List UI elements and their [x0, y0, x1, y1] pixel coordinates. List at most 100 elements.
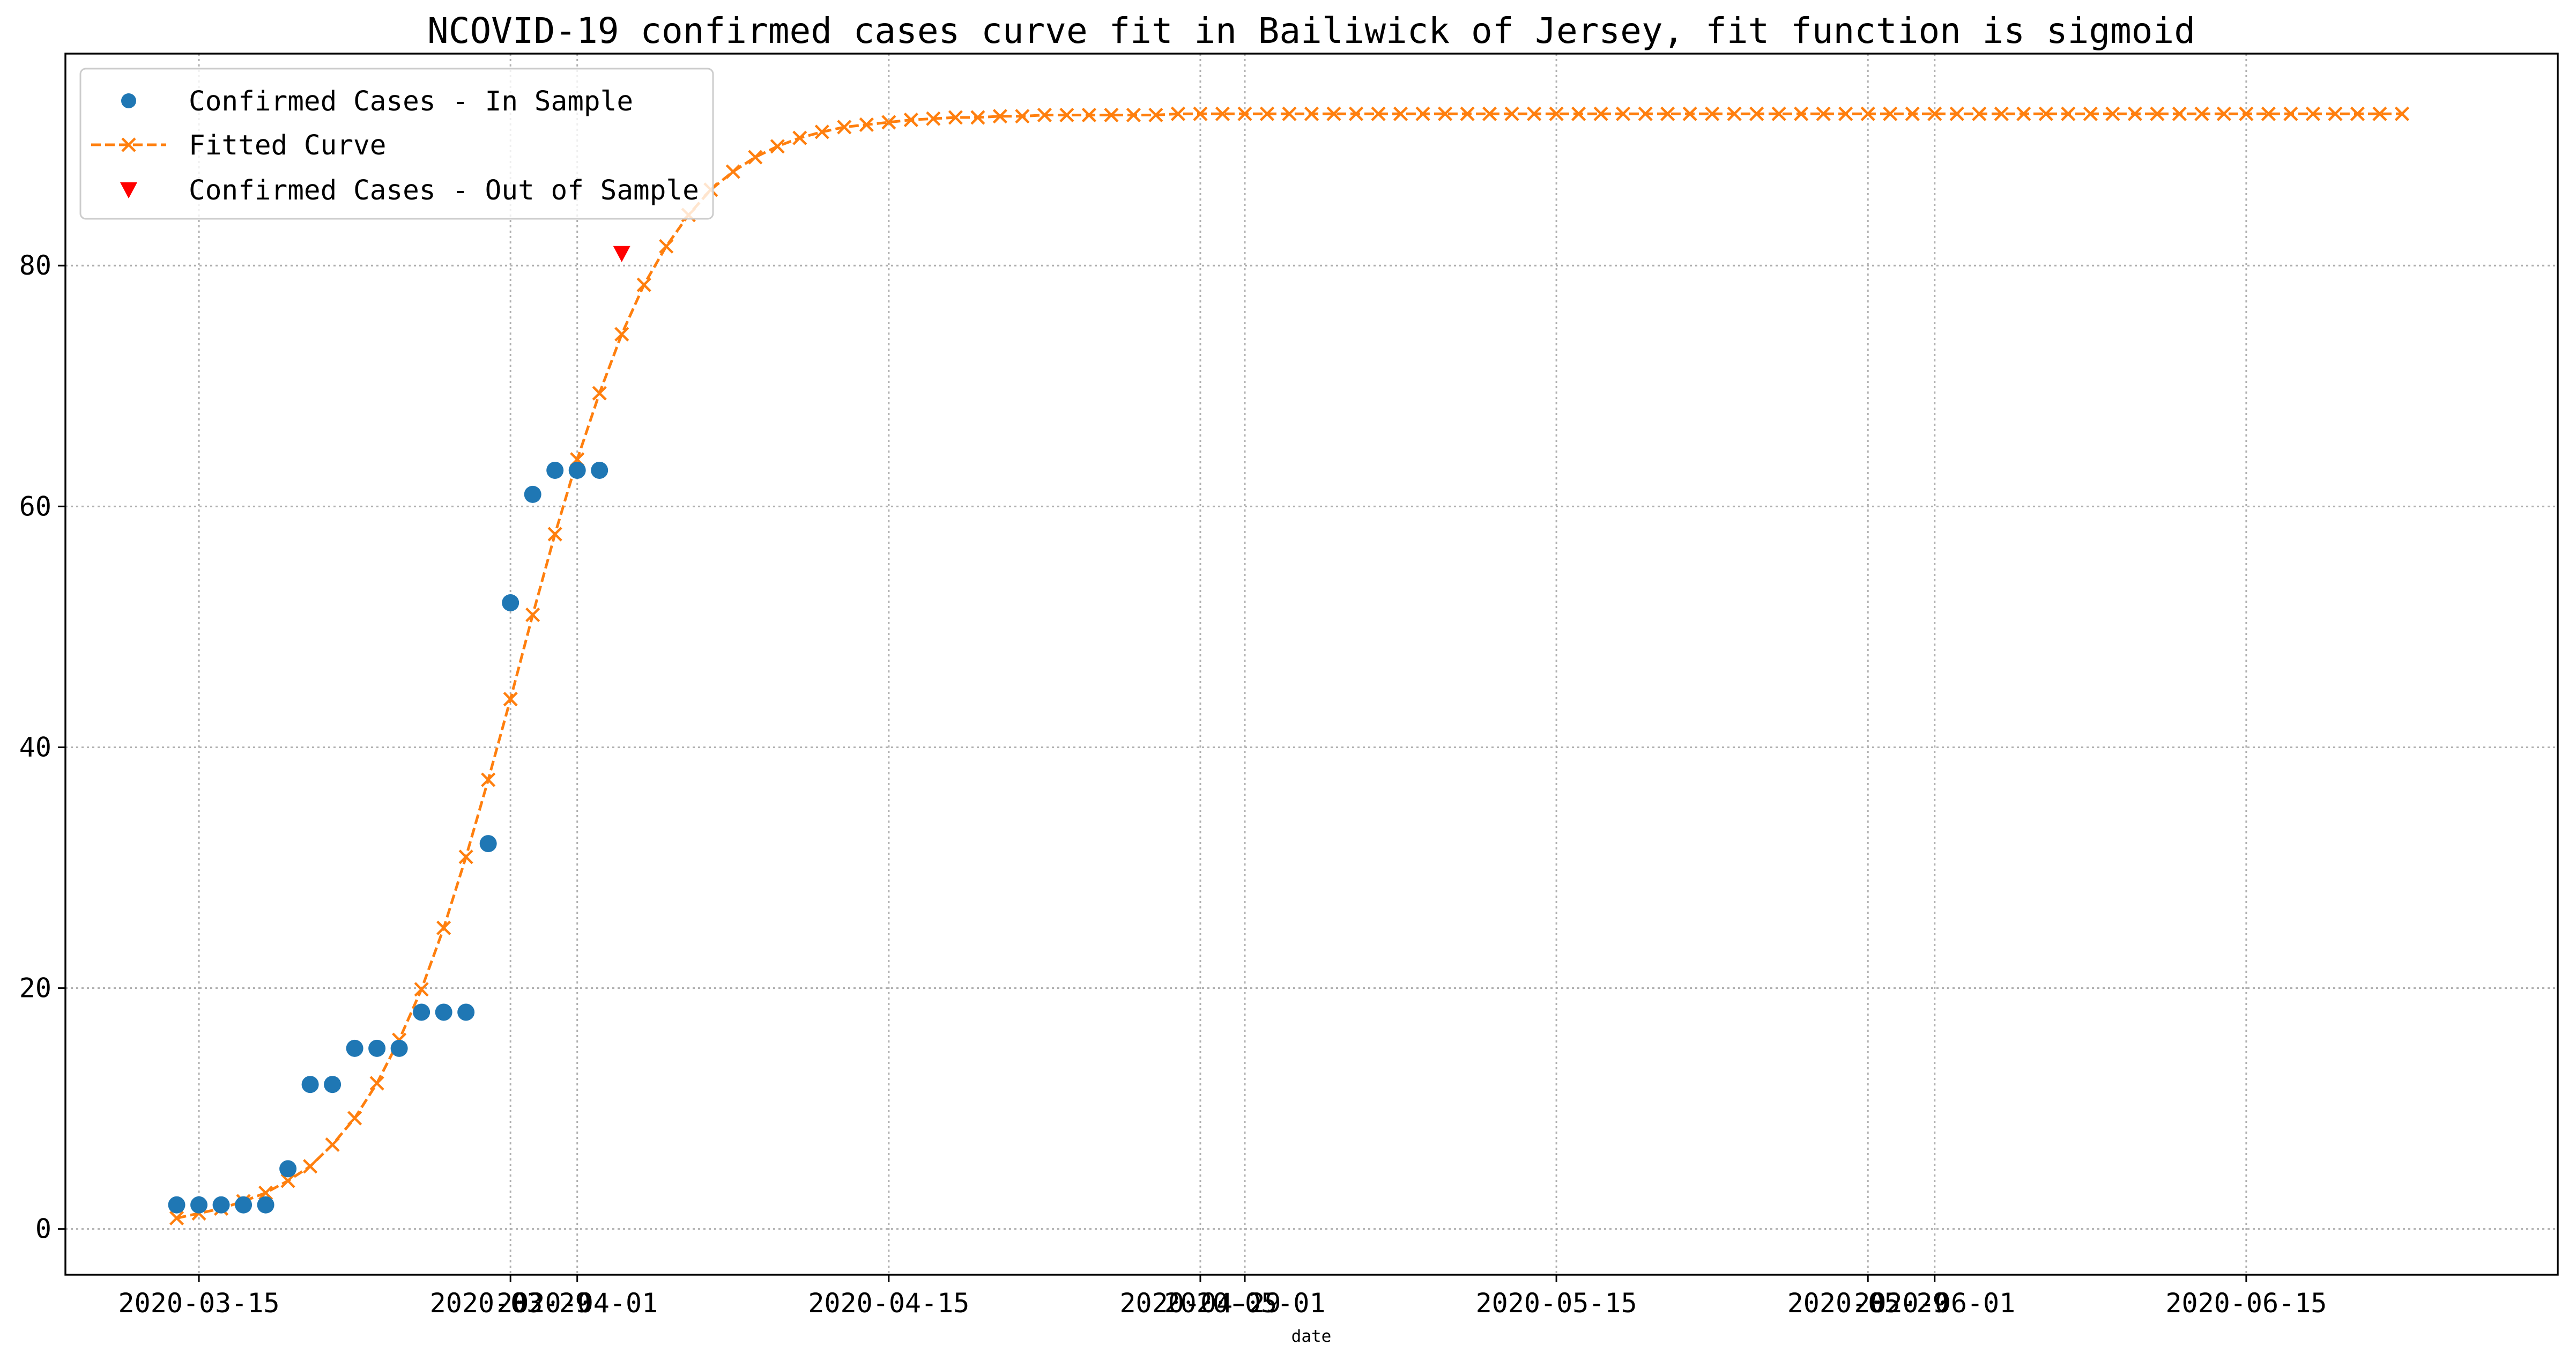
out-of-sample-point: [613, 246, 630, 262]
fitted-point: [481, 772, 496, 787]
fitted-point: [903, 112, 918, 128]
x-tick-label: 2020-04-01: [496, 1288, 658, 1319]
fitted-point: [614, 327, 629, 342]
in-sample-point: [591, 461, 608, 479]
in-sample-point: [257, 1196, 274, 1214]
fitted-point: [2305, 106, 2320, 121]
fitted-point: [1682, 106, 1697, 121]
fitted-point: [926, 111, 941, 126]
fitted-point: [1927, 106, 1942, 121]
fitted-point: [1972, 106, 1987, 121]
fitted-point: [436, 920, 451, 935]
legend-marker-triangle: [120, 182, 137, 198]
fitted-point: [1994, 106, 2009, 121]
in-sample-point: [568, 461, 586, 479]
fitted-point: [992, 109, 1007, 124]
in-sample-point: [413, 1003, 430, 1021]
fitted-point: [1237, 106, 1252, 121]
fitted-point: [948, 110, 963, 125]
fitted-point: [1148, 107, 1163, 123]
fitted-point: [970, 110, 985, 125]
in-sample-point: [457, 1003, 475, 1021]
y-tick-label: 0: [35, 1214, 51, 1245]
legend-label-fitted: Fitted Curve: [189, 130, 386, 161]
fitted-point: [2328, 106, 2343, 121]
in-sample-point: [301, 1076, 319, 1093]
fitted-point: [280, 1173, 295, 1188]
fitted-point: [2016, 106, 2031, 121]
fitted-point: [414, 982, 429, 997]
fitted-point: [1104, 107, 1119, 123]
fitted-point: [1949, 106, 1964, 121]
y-tick-label: 60: [19, 491, 51, 522]
fitted-point: [369, 1076, 384, 1091]
y-tick-label: 20: [19, 973, 51, 1004]
fitted-point: [2127, 106, 2142, 121]
fitted-point: [814, 124, 829, 139]
fitted-point: [792, 130, 807, 145]
fitted-point: [1593, 106, 1608, 121]
fitted-point: [2194, 106, 2209, 121]
fitted-point: [1838, 106, 1853, 121]
fitted-point: [2283, 106, 2298, 121]
fitted-point: [770, 139, 785, 154]
x-tick-label: 2020-03-15: [118, 1288, 280, 1319]
legend-entry-out-of-sample: Confirmed Cases - Out of Sample: [120, 175, 699, 206]
fitted-point: [525, 607, 540, 623]
fitted-point: [1549, 106, 1564, 121]
in-sample-point: [346, 1039, 363, 1057]
x-tick-label: 2020-05-01: [1164, 1288, 1325, 1319]
fitted-point: [1749, 106, 1764, 121]
x-axis-label: date: [1291, 1327, 1332, 1346]
fitted-point: [1193, 106, 1208, 121]
fitted-point: [1415, 106, 1430, 121]
fitted-point: [1304, 106, 1319, 121]
fitted-point: [1460, 106, 1475, 121]
fitted-point: [725, 164, 740, 179]
fitted-point: [2394, 106, 2410, 121]
fitted-point: [1771, 106, 1786, 121]
fitted-point: [1504, 106, 1519, 121]
legend-entry-in-sample: Confirmed Cases - In Sample: [121, 86, 633, 117]
fitted-point: [458, 849, 473, 864]
fitted-point: [1437, 106, 1453, 121]
x-tick-label: 2020-05-15: [1476, 1288, 1637, 1319]
fitted-point: [2061, 106, 2076, 121]
legend-box: [79, 68, 714, 220]
in-sample-point: [435, 1003, 452, 1021]
fitted-point: [748, 150, 763, 165]
fitted-point: [2350, 106, 2365, 121]
in-sample-point: [546, 461, 564, 479]
fitted-point: [592, 386, 607, 401]
fitted-point: [347, 1111, 362, 1126]
legend: Confirmed Cases - In Sample Fitted Curve…: [79, 68, 714, 220]
in-sample-points: [168, 461, 608, 1214]
fitted-point: [503, 692, 518, 707]
fitted-point: [547, 527, 562, 542]
in-sample-point: [390, 1039, 408, 1057]
y-tick-label: 80: [19, 250, 51, 281]
fitted-point: [2105, 106, 2120, 121]
fitted-point: [1215, 106, 1230, 121]
fitted-curve: [169, 106, 2410, 1226]
fitted-point: [1705, 106, 1720, 121]
fitted-point: [1393, 106, 1408, 121]
in-sample-point: [168, 1196, 185, 1214]
fitted-point: [2172, 106, 2187, 121]
fitted-point: [881, 115, 896, 130]
in-sample-point: [368, 1039, 386, 1057]
in-sample-point: [479, 835, 497, 853]
plot-frame: [64, 53, 2559, 1276]
fitted-point: [258, 1185, 273, 1200]
fitted-point: [1482, 106, 1497, 121]
fitted-point: [2150, 106, 2165, 121]
legend-marker-x: [121, 137, 136, 152]
fitted-point: [1326, 106, 1341, 121]
y-tick-label: 40: [19, 731, 51, 763]
in-sample-point: [212, 1196, 230, 1214]
in-sample-point: [324, 1076, 342, 1093]
in-sample-point: [235, 1196, 253, 1214]
fitted-point: [2239, 106, 2254, 121]
